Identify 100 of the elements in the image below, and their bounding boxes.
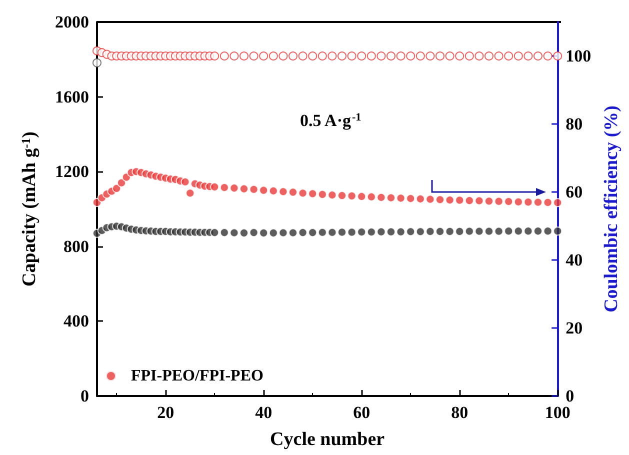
point xyxy=(534,198,542,207)
point xyxy=(92,58,102,68)
point xyxy=(376,192,386,202)
point xyxy=(504,226,514,236)
point xyxy=(464,196,474,206)
point xyxy=(259,228,268,238)
point xyxy=(416,52,425,60)
point xyxy=(308,228,318,238)
point xyxy=(474,226,484,236)
point xyxy=(328,52,337,60)
point xyxy=(455,196,464,205)
point xyxy=(278,228,288,238)
point xyxy=(230,52,239,60)
point xyxy=(268,186,278,196)
point xyxy=(318,228,327,237)
x-axis-title: Cycle number xyxy=(270,429,386,450)
point xyxy=(230,184,239,193)
point xyxy=(278,52,288,60)
point xyxy=(210,52,220,60)
point xyxy=(504,197,514,206)
point xyxy=(230,228,239,238)
point xyxy=(347,228,356,237)
point xyxy=(318,190,327,199)
point xyxy=(396,194,406,203)
point xyxy=(406,52,416,60)
point xyxy=(553,198,562,208)
point xyxy=(366,192,376,202)
point xyxy=(474,196,484,206)
point xyxy=(386,193,396,202)
point xyxy=(553,226,562,236)
point xyxy=(494,52,504,60)
point xyxy=(259,186,268,195)
point xyxy=(338,228,346,237)
point xyxy=(524,226,533,236)
point xyxy=(347,191,356,200)
point xyxy=(117,178,126,188)
point xyxy=(436,226,444,236)
y-tick-label: 2000 xyxy=(55,12,89,32)
point xyxy=(249,228,258,238)
point xyxy=(484,226,494,236)
point xyxy=(220,52,229,60)
point xyxy=(474,52,484,60)
point xyxy=(318,52,327,60)
point xyxy=(220,228,229,238)
y-tick-label: 400 xyxy=(64,312,89,331)
point xyxy=(543,52,552,60)
point xyxy=(328,190,337,200)
point xyxy=(386,227,396,236)
point xyxy=(298,188,308,198)
point xyxy=(376,227,386,236)
point xyxy=(504,52,514,60)
point xyxy=(445,226,454,236)
point xyxy=(445,52,454,60)
point xyxy=(426,52,435,60)
y-tick-label: 0 xyxy=(80,386,89,406)
point xyxy=(240,184,248,194)
point xyxy=(426,226,435,236)
point xyxy=(524,198,533,207)
point xyxy=(543,226,552,236)
point xyxy=(220,182,229,192)
x-tick-label: 80 xyxy=(451,403,468,422)
point xyxy=(288,228,298,238)
x-tick-label: 100 xyxy=(544,403,570,422)
point xyxy=(298,228,308,238)
point xyxy=(534,52,542,60)
y2-tick-label: 60 xyxy=(566,182,583,202)
point xyxy=(268,52,278,60)
point xyxy=(298,52,308,60)
point xyxy=(436,52,444,60)
point xyxy=(396,52,406,60)
point xyxy=(464,226,474,236)
point xyxy=(328,228,337,237)
y-tick-label: 1600 xyxy=(55,87,89,106)
point xyxy=(180,177,190,186)
point xyxy=(288,52,298,60)
point xyxy=(455,226,464,236)
point xyxy=(553,52,562,60)
point xyxy=(357,52,366,60)
point xyxy=(514,226,523,236)
point xyxy=(514,197,523,206)
y2-axis-title: Coulombic efficiency (%) xyxy=(601,106,622,312)
point xyxy=(366,52,376,60)
y2-tick-label: 0 xyxy=(566,386,574,406)
point xyxy=(249,52,258,60)
point xyxy=(357,228,366,236)
point xyxy=(357,192,366,201)
point xyxy=(249,184,258,194)
point xyxy=(268,228,278,238)
point xyxy=(396,227,406,236)
point xyxy=(436,195,444,204)
point xyxy=(240,228,248,238)
point xyxy=(386,52,396,60)
point xyxy=(416,194,425,204)
point xyxy=(347,52,356,60)
point xyxy=(338,52,346,60)
y2-tick-label: 40 xyxy=(566,250,583,270)
point xyxy=(406,194,416,204)
point xyxy=(338,191,346,200)
y-axis-title: Capacity (mAh g-1) xyxy=(19,132,40,286)
point xyxy=(484,196,494,206)
